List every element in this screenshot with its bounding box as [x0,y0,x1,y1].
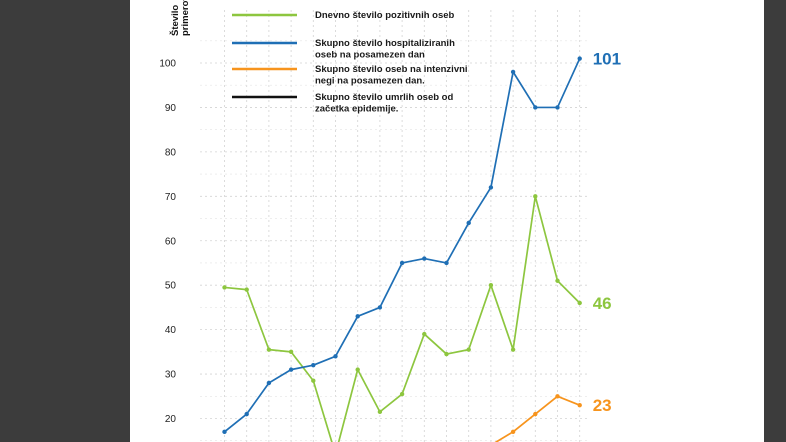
data-point [444,351,449,357]
end-value-label: 46 [593,294,612,313]
data-point [244,411,249,417]
legend-label: Skupno število umrlih oseb od začetka epi… [315,92,453,115]
data-point [422,256,427,261]
data-point [377,409,383,415]
y-tick-label: 100 [159,59,176,70]
data-point [555,278,560,283]
legend-label: Skupno število hospitaliziranih oseb na p… [315,38,455,61]
data-point [311,378,316,383]
data-point [555,394,560,399]
legend-label-line: Skupno število umrlih oseb od [315,92,453,103]
data-point [266,347,272,352]
end-value-label: 101 [593,50,621,69]
data-point [466,347,471,352]
data-point [222,285,227,290]
legend-label-line: začetka epidemije. [315,104,398,115]
data-point [577,402,582,408]
data-point [399,260,405,266]
right-margin [764,0,786,442]
data-point [288,367,294,372]
y-tick-label: 60 [165,236,177,247]
y-tick-label: 90 [165,103,177,114]
data-point [533,194,538,199]
data-point [266,380,272,386]
data-point [377,305,383,310]
y-axis-label-line: Število [169,5,181,36]
legend-label-line: Skupno število hospitaliziranih [315,38,455,49]
legend-label-line: Skupno število oseb na intenzivni [315,64,468,75]
data-point [555,105,560,110]
data-point [244,287,249,292]
legend-label-line: Dnevno število pozitivnih oseb [315,10,455,21]
y-axis-label-line: primerov [180,0,191,36]
legend-label: Dnevno število pozitivnih oseb [315,10,455,21]
chart-panel [130,0,764,442]
y-tick-label: 70 [165,192,177,203]
y-tick-label: 20 [165,414,177,425]
data-point [577,300,582,306]
y-axis-label: Številoprimerov [169,0,191,36]
data-point [222,429,227,435]
legend-label-line: oseb na posamezen dan [315,50,425,61]
data-point [355,314,360,319]
data-point [510,429,516,435]
data-point [533,411,538,417]
data-point [333,354,338,359]
legend-label-line: negi na posamezen dan. [315,76,425,87]
data-point [533,105,538,110]
y-tick-label: 50 [165,281,177,292]
data-point [510,69,516,75]
left-margin [0,0,130,442]
data-point [399,391,405,397]
data-point [288,349,294,355]
data-point [422,331,427,337]
legend-label: Skupno število oseb na intenzivni negi na… [315,64,468,87]
data-point [466,220,471,226]
end-value-label: 23 [593,396,612,415]
data-point [444,260,449,266]
data-point [488,185,494,190]
y-tick-label: 30 [165,370,177,381]
data-point [510,347,516,352]
y-tick-label: 80 [165,147,177,158]
data-point [488,282,494,288]
y-tick-label: 40 [165,325,177,336]
data-point [577,56,582,61]
data-point [355,367,360,372]
data-point [311,362,316,368]
